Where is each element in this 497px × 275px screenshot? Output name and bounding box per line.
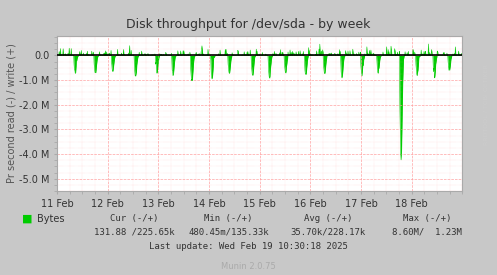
Y-axis label: Pr second read (-) / write (+): Pr second read (-) / write (+) (6, 43, 16, 183)
Text: Cur (-/+): Cur (-/+) (110, 214, 159, 223)
Text: Bytes: Bytes (37, 214, 65, 224)
Text: Last update: Wed Feb 19 10:30:18 2025: Last update: Wed Feb 19 10:30:18 2025 (149, 242, 348, 251)
Text: 8.60M/  1.23M: 8.60M/ 1.23M (393, 228, 462, 237)
Text: RRDTOOL / TOBI OETIKER: RRDTOOL / TOBI OETIKER (484, 64, 489, 145)
Text: 480.45m/135.33k: 480.45m/135.33k (188, 228, 269, 237)
Text: Min (-/+): Min (-/+) (204, 214, 253, 223)
Text: Disk throughput for /dev/sda - by week: Disk throughput for /dev/sda - by week (126, 18, 371, 31)
Text: ■: ■ (22, 214, 33, 224)
Text: Max (-/+): Max (-/+) (403, 214, 452, 223)
Text: 131.88 /225.65k: 131.88 /225.65k (94, 228, 174, 237)
Text: Munin 2.0.75: Munin 2.0.75 (221, 262, 276, 271)
Text: Avg (-/+): Avg (-/+) (304, 214, 352, 223)
Text: 35.70k/228.17k: 35.70k/228.17k (290, 228, 366, 237)
